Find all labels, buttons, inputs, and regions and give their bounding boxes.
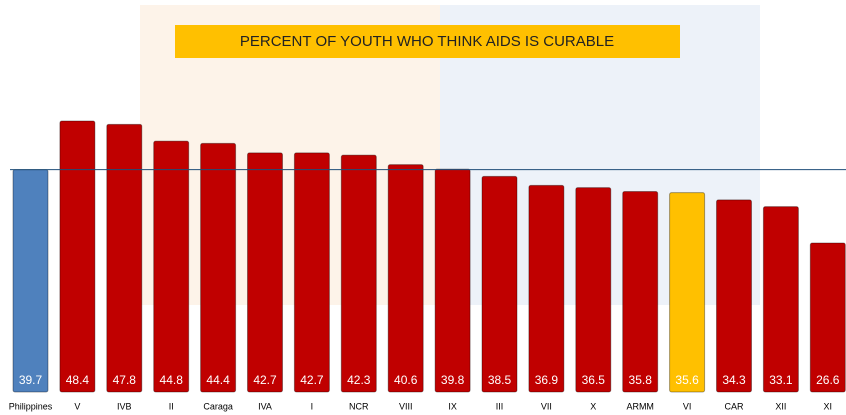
bar <box>340 154 377 393</box>
bar <box>669 192 706 393</box>
bar <box>12 169 49 393</box>
value-label: 36.9 <box>535 373 559 387</box>
bar <box>762 206 799 393</box>
chart-title: PERCENT OF YOUTH WHO THINK AIDS IS CURAB… <box>240 33 614 50</box>
value-label: 26.6 <box>816 373 840 387</box>
bar <box>387 164 424 393</box>
x-tick-label: Philippines <box>9 401 53 411</box>
value-label: 42.7 <box>253 373 277 387</box>
x-tick-label: CAR <box>724 401 744 411</box>
x-tick-label: VI <box>683 401 692 411</box>
x-tick-label: IVA <box>258 401 272 411</box>
x-tick-label: III <box>496 401 504 411</box>
value-label: 44.8 <box>160 373 184 387</box>
bar <box>59 120 96 393</box>
x-tick-label: ARMM <box>626 401 654 411</box>
bar <box>106 123 143 393</box>
x-tick-label: IX <box>448 401 457 411</box>
bar <box>575 187 612 393</box>
value-label: 36.5 <box>582 373 606 387</box>
value-label: 38.5 <box>488 373 512 387</box>
bar <box>481 175 518 393</box>
value-label: 35.6 <box>675 373 699 387</box>
value-label: 40.6 <box>394 373 418 387</box>
x-tick-label: NCR <box>349 401 369 411</box>
bar <box>200 142 237 393</box>
x-tick-label: VIII <box>399 401 413 411</box>
x-tick-label: VII <box>541 401 552 411</box>
bar <box>528 184 565 393</box>
value-label: 42.3 <box>347 373 371 387</box>
value-label: 47.8 <box>113 373 137 387</box>
bar <box>622 191 659 393</box>
value-label: 44.4 <box>206 373 230 387</box>
x-tick-label: IVB <box>117 401 132 411</box>
value-label: 35.8 <box>629 373 653 387</box>
bar <box>434 168 471 393</box>
x-tick-label: II <box>169 401 174 411</box>
x-tick-label: XI <box>824 401 833 411</box>
x-tick-label: V <box>74 401 80 411</box>
bar <box>293 152 330 393</box>
x-tick-label: I <box>311 401 314 411</box>
value-label: 42.7 <box>300 373 324 387</box>
bar <box>153 140 190 393</box>
title-box <box>175 25 680 58</box>
bar <box>716 199 752 393</box>
bar <box>247 152 283 393</box>
value-label: 39.7 <box>19 373 43 387</box>
x-tick-label: Caraga <box>203 401 233 411</box>
x-tick-label: X <box>590 401 596 411</box>
bar <box>809 242 846 393</box>
value-label: 39.8 <box>441 373 465 387</box>
value-label: 34.3 <box>722 373 746 387</box>
value-label: 48.4 <box>66 373 90 387</box>
x-tick-label: XII <box>775 401 786 411</box>
value-label: 33.1 <box>769 373 793 387</box>
